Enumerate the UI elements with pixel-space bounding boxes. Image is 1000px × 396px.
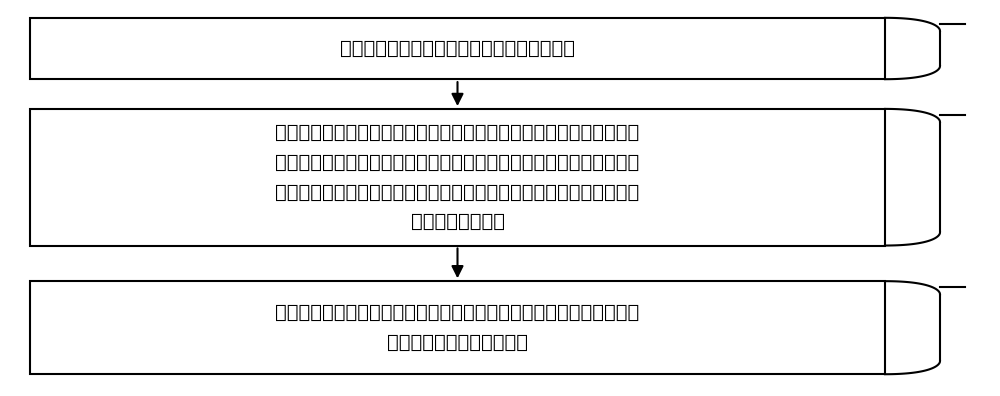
Text: ，所述功耗预测模型为以带有功耗预测值的芯片布局结果作为训练集训: ，所述功耗预测模型为以带有功耗预测值的芯片布局结果作为训练集训 (275, 183, 640, 202)
Text: 将所述至少一个初始布局结果输入至已训练的功耗预测模型进行处理，: 将所述至少一个初始布局结果输入至已训练的功耗预测模型进行处理， (275, 123, 640, 142)
Bar (30, 18, 885, 79)
Bar (30, 281, 885, 374)
Text: 局结果中选取最终布局结果: 局结果中选取最终布局结果 (387, 333, 528, 352)
Text: 练获得的神经网络: 练获得的神经网络 (411, 212, 505, 231)
Text: 根据所述每个初始布局结果对应的功耗预测值，从所述至少一个初始布: 根据所述每个初始布局结果对应的功耗预测值，从所述至少一个初始布 (275, 303, 640, 322)
Text: 获取多个待布局芯片的至少一个初始布局结果: 获取多个待布局芯片的至少一个初始布局结果 (340, 39, 575, 58)
Text: 得到所述至少一个初始布局结果中每个初始布局结果对应的功耗预测值: 得到所述至少一个初始布局结果中每个初始布局结果对应的功耗预测值 (275, 153, 640, 172)
Bar (30, 109, 885, 246)
